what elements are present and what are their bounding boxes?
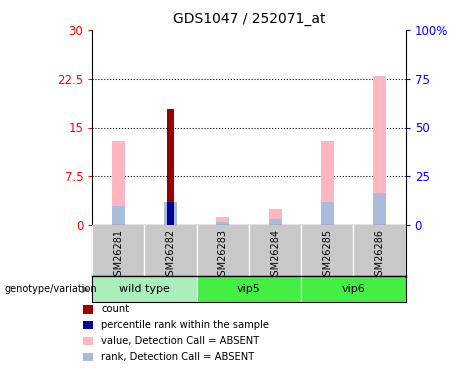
- Bar: [301, 276, 406, 302]
- Text: vip5: vip5: [237, 284, 261, 294]
- Bar: [373, 75, 386, 225]
- Bar: [167, 109, 174, 225]
- Title: GDS1047 / 252071_at: GDS1047 / 252071_at: [173, 12, 325, 26]
- Bar: [321, 141, 334, 225]
- Bar: [216, 222, 230, 225]
- Text: GSM26285: GSM26285: [322, 229, 332, 282]
- Bar: [216, 217, 230, 225]
- Text: wild type: wild type: [119, 284, 170, 294]
- Text: vip6: vip6: [342, 284, 365, 294]
- Text: rank, Detection Call = ABSENT: rank, Detection Call = ABSENT: [101, 352, 254, 362]
- Bar: [268, 219, 282, 225]
- Bar: [321, 202, 334, 225]
- Text: count: count: [101, 304, 130, 314]
- Text: percentile rank within the sample: percentile rank within the sample: [101, 320, 269, 330]
- Text: GSM26281: GSM26281: [113, 229, 124, 282]
- Bar: [92, 276, 197, 302]
- Text: GSM26282: GSM26282: [165, 229, 176, 282]
- Bar: [167, 202, 174, 225]
- Text: GSM26286: GSM26286: [374, 229, 384, 282]
- Bar: [112, 206, 125, 225]
- Bar: [112, 141, 125, 225]
- Bar: [197, 276, 301, 302]
- Bar: [268, 209, 282, 225]
- Text: value, Detection Call = ABSENT: value, Detection Call = ABSENT: [101, 336, 260, 346]
- Text: GSM26284: GSM26284: [270, 229, 280, 282]
- Bar: [373, 192, 386, 225]
- Bar: [164, 202, 177, 225]
- Text: genotype/variation: genotype/variation: [5, 285, 97, 294]
- Text: GSM26283: GSM26283: [218, 229, 228, 282]
